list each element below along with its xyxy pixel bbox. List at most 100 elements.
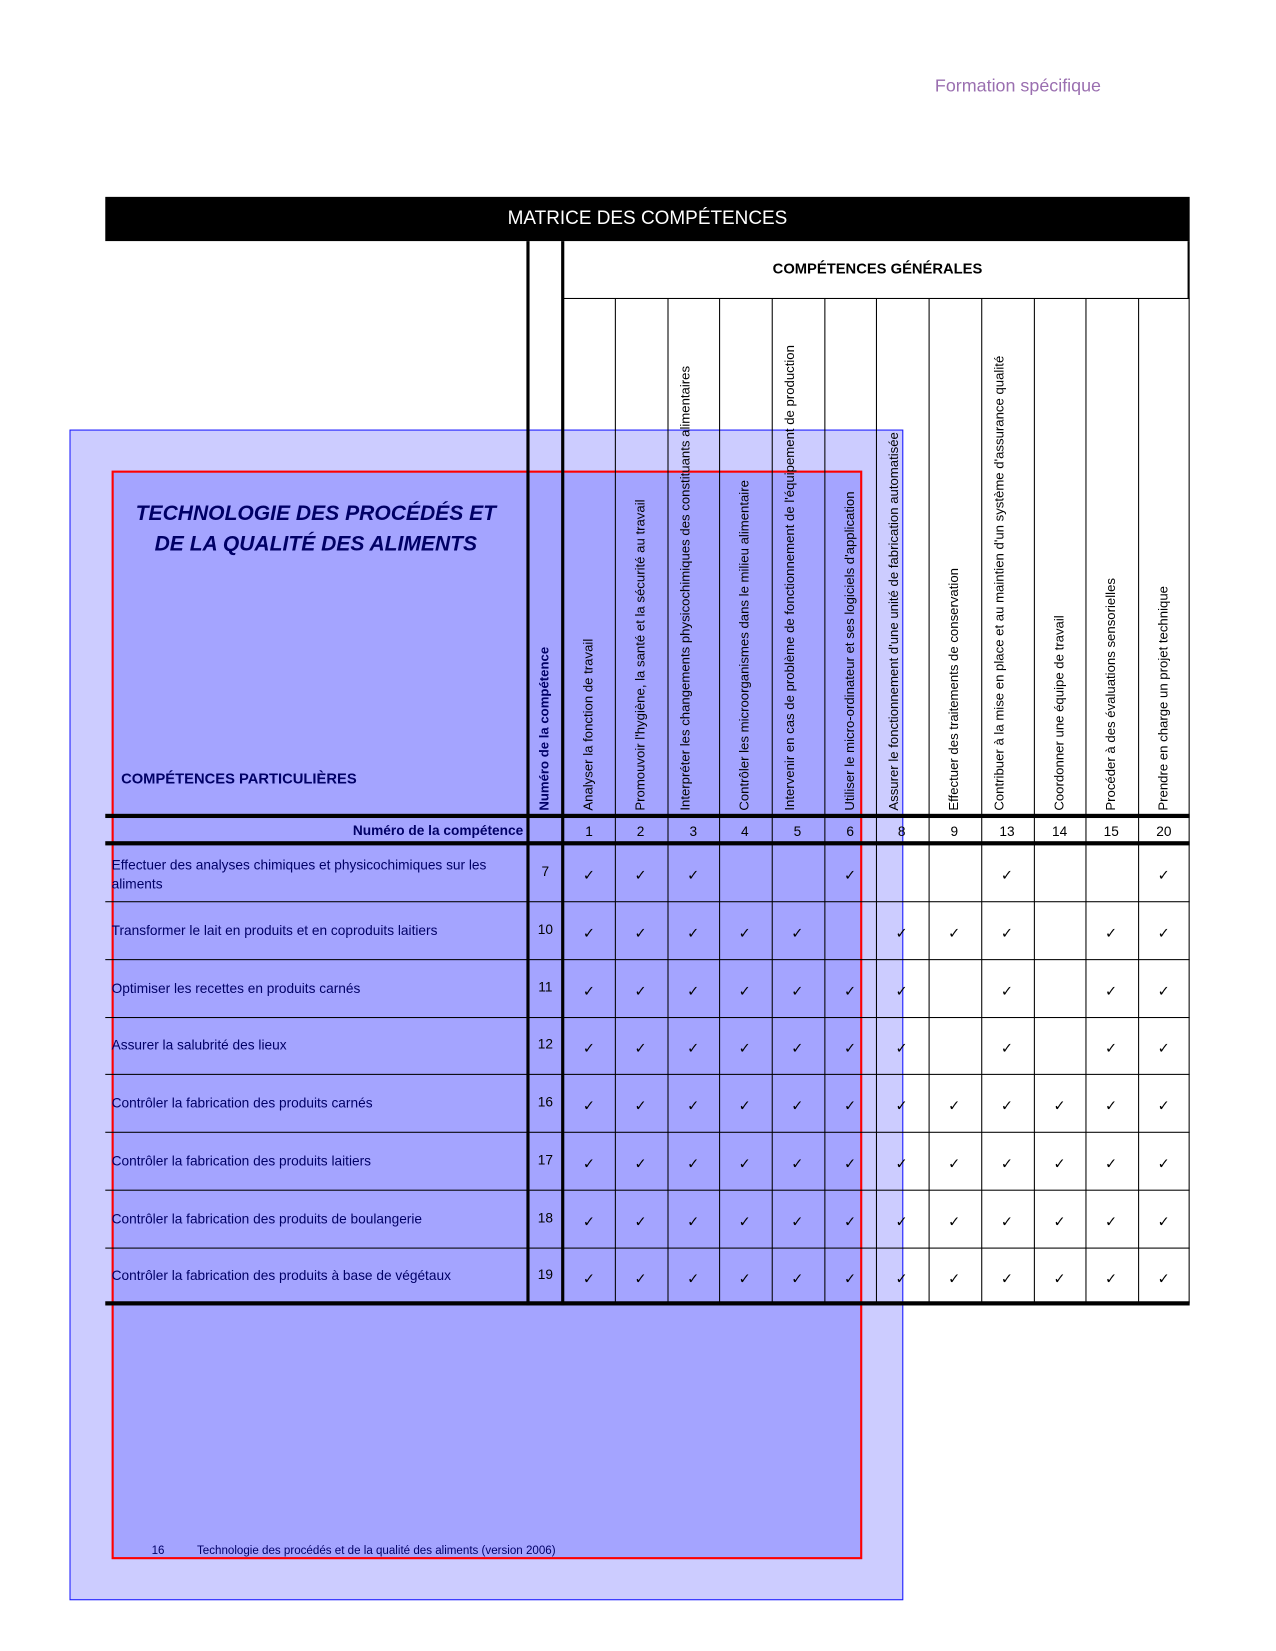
- check-mark-icon: ✓: [948, 1096, 961, 1114]
- general-competency-number: 20: [1156, 823, 1172, 840]
- matrix-title-bar: [105, 196, 1190, 242]
- check-mark-icon: ✓: [738, 1039, 752, 1056]
- check-mark-icon: ✓: [948, 1154, 961, 1172]
- particular-competency-number: 16: [537, 1093, 553, 1110]
- particular-competency-label: Contrôler la fabrication des produits de…: [111, 1210, 423, 1226]
- check-mark-icon: ✓: [1000, 1096, 1014, 1114]
- particular-competencies-title: COMPÉTENCES PARTICULIÈRES: [121, 769, 357, 787]
- matrix-title: MATRICE DES COMPÉTENCES: [507, 207, 788, 229]
- check-mark-icon: ✓: [1157, 1212, 1171, 1230]
- check-mark-icon: ✓: [634, 1212, 647, 1230]
- check-mark-icon: ✓: [1157, 923, 1171, 941]
- row-line: [105, 959, 1190, 961]
- check-mark-icon: ✓: [1105, 1269, 1118, 1286]
- general-competency-number: 5: [793, 823, 802, 840]
- check-mark-icon: ✓: [582, 865, 596, 883]
- check-mark-icon: ✓: [843, 1212, 857, 1230]
- general-competencies-title: COMPÉTENCES GÉNÉRALES: [772, 260, 983, 277]
- check-mark-icon: ✓: [1157, 1269, 1171, 1286]
- check-mark-icon: ✓: [1000, 865, 1014, 883]
- check-mark-icon: ✓: [1000, 1154, 1014, 1172]
- row-line: [105, 1073, 1190, 1075]
- thick-rule: [105, 813, 1190, 819]
- particular-competency-number: 19: [537, 1265, 553, 1282]
- general-competency-number: 15: [1103, 823, 1119, 840]
- check-mark-icon: ✓: [1053, 1269, 1066, 1286]
- check-mark-icon: ✓: [738, 923, 752, 941]
- particular-competency-number: 11: [538, 978, 553, 995]
- check-mark-icon: ✓: [843, 1269, 857, 1286]
- particular-competency-label: Contrôler la fabrication des produits à …: [111, 1267, 451, 1283]
- general-competency-label: Prendre en charge un projet technique: [1155, 586, 1171, 811]
- column-line: [1085, 298, 1087, 1304]
- program-title-line2: DE LA QUALITÉ DES ALIMENTS: [154, 532, 478, 556]
- check-mark-icon: ✓: [1105, 981, 1118, 999]
- particular-competency-label: Effectuer des analyses chimiques et phys…: [111, 856, 487, 892]
- column-line: [875, 298, 877, 1304]
- particular-competency-label: Assurer la salubrité des lieux: [111, 1037, 287, 1053]
- check-mark-icon: ✓: [582, 1096, 596, 1114]
- general-competency-number: 4: [741, 823, 749, 840]
- check-mark-icon: ✓: [634, 981, 647, 999]
- general-competency-label: Intervenir en cas de problème de fonctio…: [782, 345, 797, 811]
- general-competency-label: Utiliser le micro-ordinateur et ses logi…: [842, 491, 857, 811]
- general-competency-label: Effectuer des traitements de conservatio…: [946, 568, 962, 811]
- divider-line: [561, 241, 565, 1306]
- check-mark-icon: ✓: [687, 1096, 700, 1114]
- general-competency-label: Procéder à des évaluations sensorielles: [1103, 578, 1119, 811]
- row-line: [105, 1131, 1190, 1133]
- row-line: [105, 1189, 1190, 1191]
- check-mark-icon: ✓: [895, 981, 908, 999]
- check-mark-icon: ✓: [634, 1039, 647, 1056]
- row-line: [105, 1247, 1190, 1249]
- general-competency-label: Contribuer à la mise en place et au main…: [991, 355, 1007, 811]
- check-mark-icon: ✓: [582, 923, 596, 941]
- check-mark-icon: ✓: [1000, 923, 1014, 941]
- general-header-box: [563, 241, 1190, 299]
- page-footer: 16 Technologie des procédés et de la qua…: [152, 1544, 585, 1557]
- thick-rule: [105, 841, 1190, 846]
- check-mark-icon: ✓: [687, 923, 700, 941]
- column-line: [1188, 298, 1190, 1304]
- check-mark-icon: ✓: [791, 1269, 804, 1286]
- check-mark-icon: ✓: [843, 1039, 857, 1056]
- general-competency-number: 9: [950, 823, 959, 840]
- particular-competency-label: Contrôler la fabrication des produits la…: [111, 1152, 372, 1169]
- check-mark-icon: ✓: [687, 865, 700, 883]
- particular-competency-label: Transformer le lait en produits et en co…: [111, 921, 438, 938]
- check-mark-icon: ✓: [738, 981, 752, 999]
- check-mark-icon: ✓: [843, 981, 857, 999]
- particular-competency-number: 17: [537, 1151, 553, 1168]
- check-mark-icon: ✓: [687, 1212, 700, 1230]
- check-mark-icon: ✓: [582, 1212, 596, 1230]
- check-mark-icon: ✓: [895, 1212, 908, 1230]
- general-competency-number: 1: [585, 823, 593, 840]
- general-competency-number: 2: [636, 823, 645, 840]
- check-mark-icon: ✓: [634, 923, 647, 941]
- general-competency-label: Coordonner une équipe de travail: [1051, 615, 1067, 811]
- general-competency-label: Contrôler les microorganismes dans le mi…: [736, 480, 752, 811]
- check-mark-icon: ✓: [1105, 1096, 1118, 1114]
- particular-competency-number: 10: [537, 920, 553, 937]
- program-title-line1: TECHNOLOGIE DES PROCÉDÉS ET: [135, 502, 497, 526]
- check-mark-icon: ✓: [1000, 1039, 1014, 1056]
- check-mark-icon: ✓: [1157, 1039, 1171, 1056]
- check-mark-icon: ✓: [1000, 981, 1014, 999]
- check-mark-icon: ✓: [1105, 1212, 1118, 1230]
- check-mark-icon: ✓: [895, 1269, 908, 1286]
- check-mark-icon: ✓: [1053, 1212, 1066, 1230]
- check-mark-icon: ✓: [791, 1096, 804, 1114]
- column-line: [981, 298, 983, 1304]
- check-mark-icon: ✓: [1157, 1096, 1171, 1114]
- header-section-label: Formation spécifique: [934, 75, 1102, 96]
- check-mark-icon: ✓: [1053, 1154, 1066, 1172]
- particular-competency-number: 7: [541, 862, 550, 879]
- check-mark-icon: ✓: [791, 1212, 804, 1230]
- check-mark-icon: ✓: [582, 981, 596, 999]
- column-line: [614, 298, 616, 1304]
- check-mark-icon: ✓: [843, 1154, 857, 1172]
- column-line: [771, 298, 773, 1304]
- divider-line: [526, 241, 530, 1306]
- check-mark-icon: ✓: [582, 1039, 596, 1056]
- check-mark-icon: ✓: [1157, 865, 1171, 883]
